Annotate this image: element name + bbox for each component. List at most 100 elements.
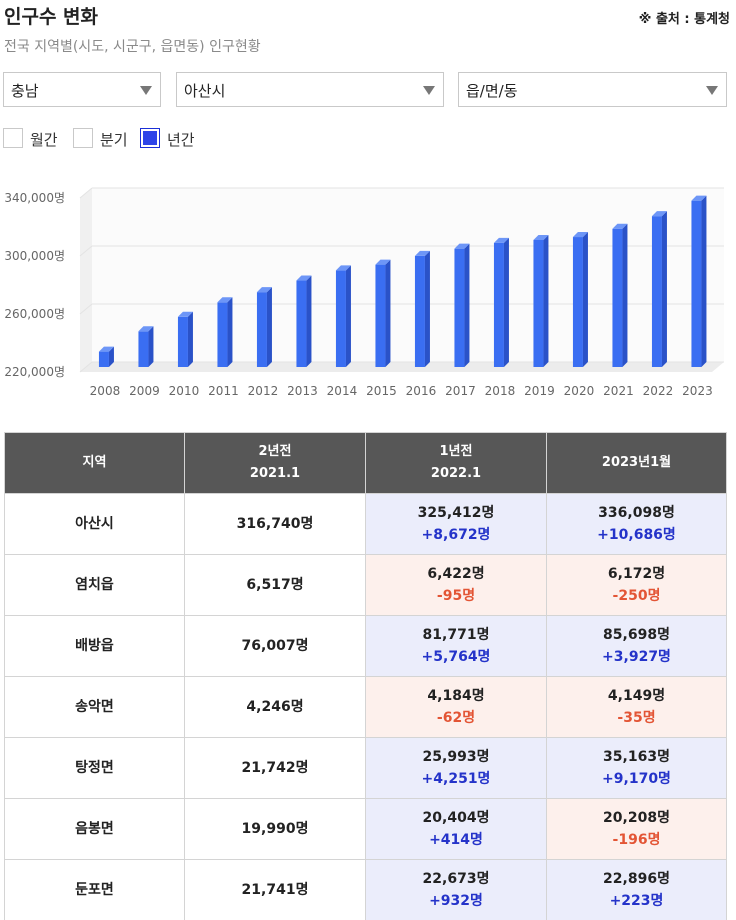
gridline: [79, 303, 93, 315]
change-2023: -35명: [617, 710, 656, 726]
bar-top: [691, 195, 707, 201]
bar-front: [296, 280, 307, 367]
x-tick-label: 2010: [169, 384, 200, 398]
chart-background: [80, 188, 724, 372]
bar: [572, 232, 588, 367]
table-row: 염치읍 6,517명 6,422명 -95명 6,172명 -250명: [4, 554, 727, 616]
bar: [454, 243, 470, 367]
value-2022-cell: 25,993명 +4,251명: [365, 737, 547, 799]
bar: [177, 311, 193, 367]
change-2022: -62명: [436, 710, 476, 726]
change-2023: +3,927명: [602, 649, 671, 665]
bar: [296, 275, 312, 367]
bar-side: [464, 243, 470, 367]
bar-front: [533, 239, 544, 367]
population-table: 지역 2년전 2021.1 1년전 2022.1 2023년1월 아산시 316,74…: [4, 432, 727, 920]
value-2023-cell: 20,208명 -196명: [546, 798, 727, 860]
region-cell: 배방읍: [4, 615, 185, 677]
table-row: 탕정면 21,742명 25,993명 +4,251명 35,163명 +9,170명: [4, 737, 727, 799]
bar: [651, 211, 667, 367]
province-select[interactable]: 충남: [3, 72, 161, 107]
region-cell: 둔포면: [4, 859, 185, 920]
x-tick-label: 2017: [445, 384, 476, 398]
chevron-down-icon: [140, 86, 152, 95]
region-cell: 염치읍: [4, 554, 185, 616]
y-tick-label: 300,000명: [4, 249, 65, 263]
header-2023: 2023년1월: [546, 432, 727, 494]
bar-top: [256, 287, 272, 293]
bar-top: [454, 243, 470, 249]
city-select[interactable]: 아산시: [176, 72, 444, 107]
gridline: [79, 187, 93, 199]
change-2023: +10,686명: [597, 527, 676, 543]
x-axis-ticks: 2008 2009 2010 2011 2012 2013 2014 2015 2016 2017…: [90, 384, 713, 398]
value-2021-cell: 6,517명: [184, 554, 366, 616]
table-row: 음봉면 19,990명 20,404명 +414명 20,208명 -196명: [4, 798, 727, 860]
bar: [691, 195, 707, 367]
chart-side-wall: [80, 188, 92, 372]
bar-top: [177, 311, 193, 317]
checkbox-icon[interactable]: [140, 128, 160, 148]
value-2021-cell: 21,742명: [184, 737, 366, 799]
bar-top: [572, 232, 588, 238]
table-body: 아산시 316,740명 325,412명 +8,672명 336,098명 +10,68…: [4, 493, 727, 920]
town-select[interactable]: 읍/면/동: [458, 72, 727, 107]
value-2023-cell: 85,698명 +3,927명: [546, 615, 727, 677]
value-2022-cell: 22,673명 +932명: [365, 859, 547, 920]
x-tick-label: 2009: [129, 384, 160, 398]
bar-front: [414, 255, 425, 367]
bar-side: [424, 250, 430, 367]
page-title: 인구수 변화: [4, 6, 99, 28]
bar-side: [306, 275, 312, 367]
bar-front: [98, 351, 109, 367]
bar-side: [187, 311, 193, 367]
bar-top: [98, 346, 114, 352]
bar: [98, 346, 114, 367]
x-tick-label: 2020: [564, 384, 595, 398]
bar: [375, 259, 391, 367]
bar-side: [622, 223, 628, 367]
bar-front: [612, 228, 623, 367]
x-tick-label: 2022: [643, 384, 674, 398]
chart-back-wall: [92, 188, 724, 362]
bar: [217, 297, 233, 367]
checkbox-icon[interactable]: [3, 128, 23, 148]
x-tick-label: 2011: [208, 384, 239, 398]
bar-front: [256, 292, 267, 367]
header-2021: 2년전 2021.1: [184, 432, 366, 494]
value-2022-cell: 325,412명 +8,672명: [365, 493, 547, 555]
bar-top: [335, 265, 351, 271]
change-2023: -250명: [612, 588, 661, 604]
bar: [256, 287, 272, 367]
value-2022-cell: 6,422명 -95명: [365, 554, 547, 616]
gridline: [79, 361, 93, 373]
bar: [533, 234, 549, 367]
y-tick-label: 260,000명: [4, 307, 65, 321]
header-region: 지역: [4, 432, 185, 494]
bar-side: [385, 259, 391, 367]
period-label: 분기: [100, 131, 128, 149]
period-label: 월간: [30, 131, 58, 149]
bar-side: [582, 232, 588, 367]
change-2023: -196명: [612, 832, 661, 848]
value-2022-cell: 81,771명 +5,764명: [365, 615, 547, 677]
bar-front: [572, 237, 583, 367]
bar-side: [266, 287, 272, 367]
bar-side: [148, 326, 154, 367]
bar-top: [296, 275, 312, 281]
bar-front: [177, 316, 188, 367]
table-row: 아산시 316,740명 325,412명 +8,672명 336,098명 +10,68…: [4, 493, 727, 555]
change-2022: +5,764명: [421, 649, 491, 665]
x-tick-label: 2018: [485, 384, 516, 398]
table-row: 둔포면 21,741명 22,673명 +932명 22,896명 +223명: [4, 859, 727, 920]
bar: [612, 223, 628, 367]
bar: [138, 326, 154, 367]
bar-side: [108, 346, 114, 367]
table-row: 송악면 4,246명 4,184명 -62명 4,149명 -35명: [4, 676, 727, 738]
bar-front: [375, 264, 386, 367]
change-2022: +4,251명: [421, 771, 491, 787]
bar-top: [217, 297, 233, 303]
checkbox-icon[interactable]: [73, 128, 93, 148]
value-2021-cell: 21,741명: [184, 859, 366, 920]
chevron-down-icon: [706, 86, 718, 95]
